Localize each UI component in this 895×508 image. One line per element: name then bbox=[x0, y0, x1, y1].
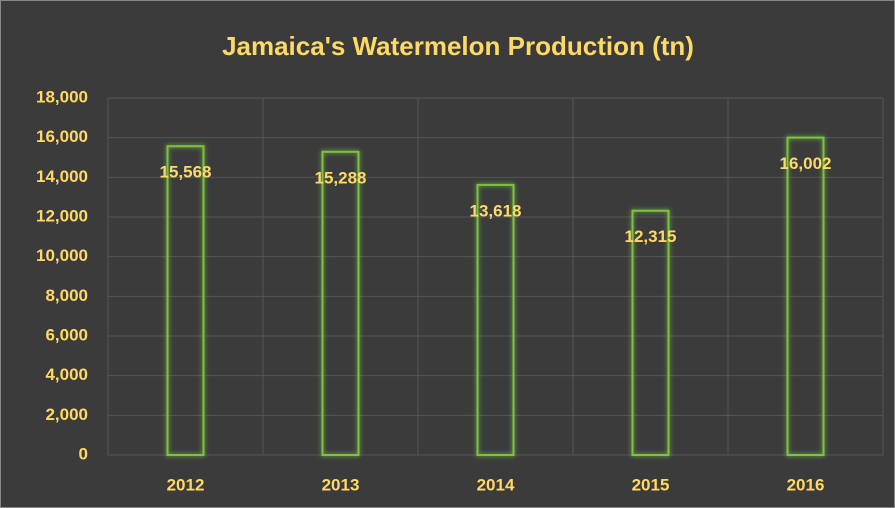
y-tick-label: 8,000 bbox=[45, 286, 88, 305]
data-label: 15,288 bbox=[315, 168, 367, 187]
data-label: 16,002 bbox=[780, 154, 832, 173]
data-label: 15,568 bbox=[160, 163, 212, 182]
bar bbox=[166, 145, 205, 456]
bar bbox=[321, 150, 360, 456]
y-tick-label: 16,000 bbox=[36, 127, 88, 146]
y-tick-label: 14,000 bbox=[36, 167, 88, 186]
x-tick-label: 2014 bbox=[477, 475, 515, 494]
bar bbox=[631, 209, 670, 456]
data-label: 12,315 bbox=[625, 227, 677, 246]
data-label: 13,618 bbox=[470, 201, 522, 220]
y-tick-label: 2,000 bbox=[45, 405, 88, 424]
y-tick-label: 4,000 bbox=[45, 365, 88, 384]
x-tick-label: 2015 bbox=[632, 475, 670, 494]
y-tick-label: 0 bbox=[79, 444, 88, 463]
chart-title: Jamaica's Watermelon Production (tn) bbox=[222, 31, 694, 61]
y-tick-label: 18,000 bbox=[36, 87, 88, 106]
bar bbox=[786, 136, 825, 456]
x-tick-label: 2012 bbox=[167, 475, 205, 494]
y-tick-label: 10,000 bbox=[36, 246, 88, 265]
x-tick-label: 2016 bbox=[787, 475, 825, 494]
x-tick-label: 2013 bbox=[322, 475, 360, 494]
bar bbox=[476, 183, 515, 456]
y-tick-label: 6,000 bbox=[45, 325, 88, 344]
y-tick-label: 12,000 bbox=[36, 206, 88, 225]
